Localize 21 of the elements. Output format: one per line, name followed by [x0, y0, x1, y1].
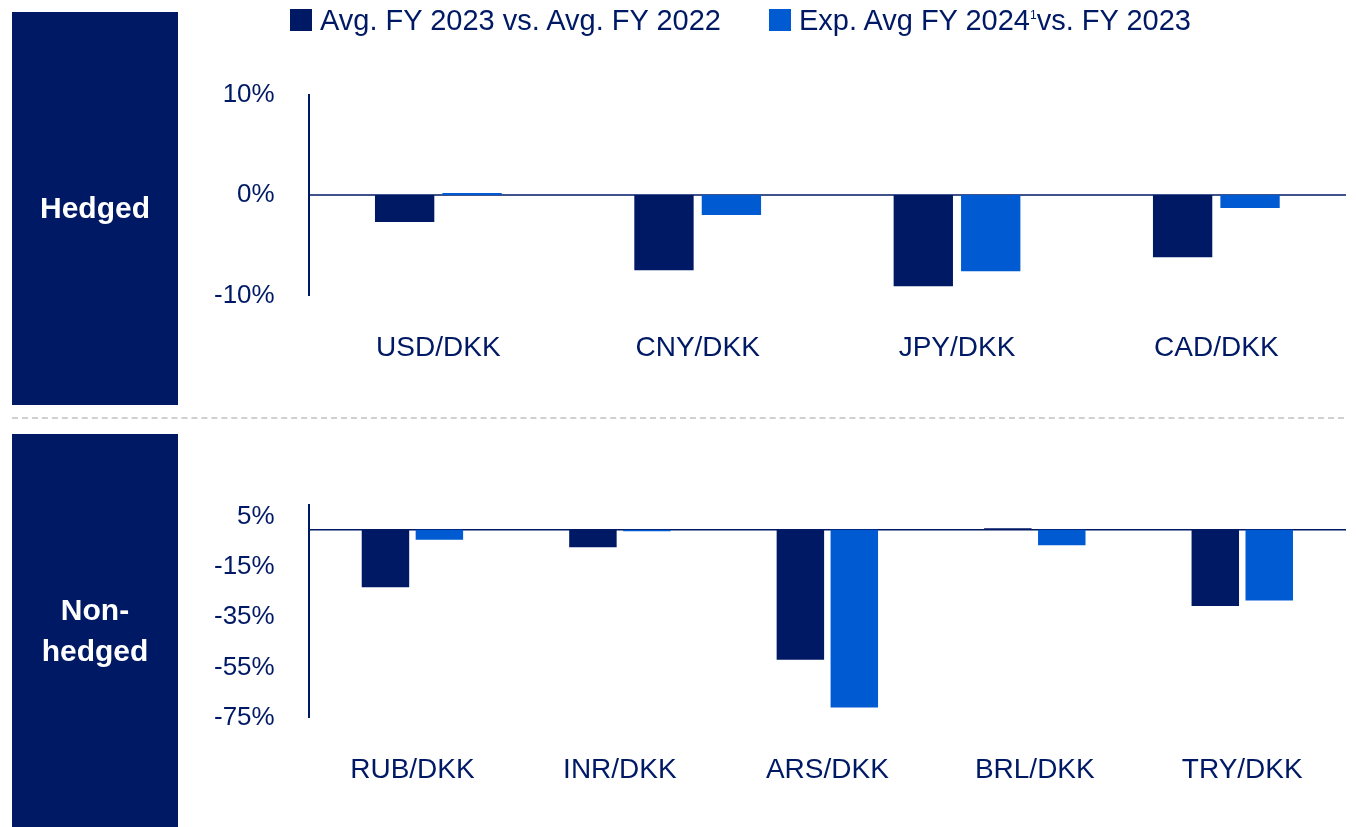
- y-tick-label: -55%: [213, 650, 275, 681]
- y-tick-label: 10%: [222, 77, 275, 108]
- text: Non-hedged: [12, 434, 178, 827]
- y-tick-label: -15%: [213, 550, 275, 581]
- legend-label: Avg. FY 2023 vs. Avg. FY 2022: [319, 4, 721, 37]
- text: Hedged: [12, 12, 178, 405]
- x-tick-label: RUB/DKK: [350, 752, 475, 784]
- y-tick-label: -35%: [213, 600, 275, 631]
- x-tick-label: CNY/DKK: [635, 330, 761, 362]
- x-tick-label: TRY/DKK: [1181, 752, 1304, 784]
- x-tick-label: USD/DKK: [376, 330, 501, 362]
- y-tick-label: 5%: [237, 500, 275, 531]
- x-tick-label: ARS/DKK: [765, 752, 890, 784]
- legend-label: Exp. Avg FY 2024$^{1}$vs. FY 2023: [797, 4, 1191, 37]
- x-tick-label: JPY/DKK: [898, 330, 1016, 362]
- y-tick-label: 0%: [237, 178, 275, 209]
- x-tick-label: CAD/DKK: [1154, 330, 1279, 362]
- x-tick-label: BRL/DKK: [974, 752, 1096, 784]
- y-tick-label: -75%: [213, 700, 275, 731]
- x-tick-label: INR/DKK: [563, 752, 677, 784]
- y-tick-label: -10%: [213, 278, 275, 309]
